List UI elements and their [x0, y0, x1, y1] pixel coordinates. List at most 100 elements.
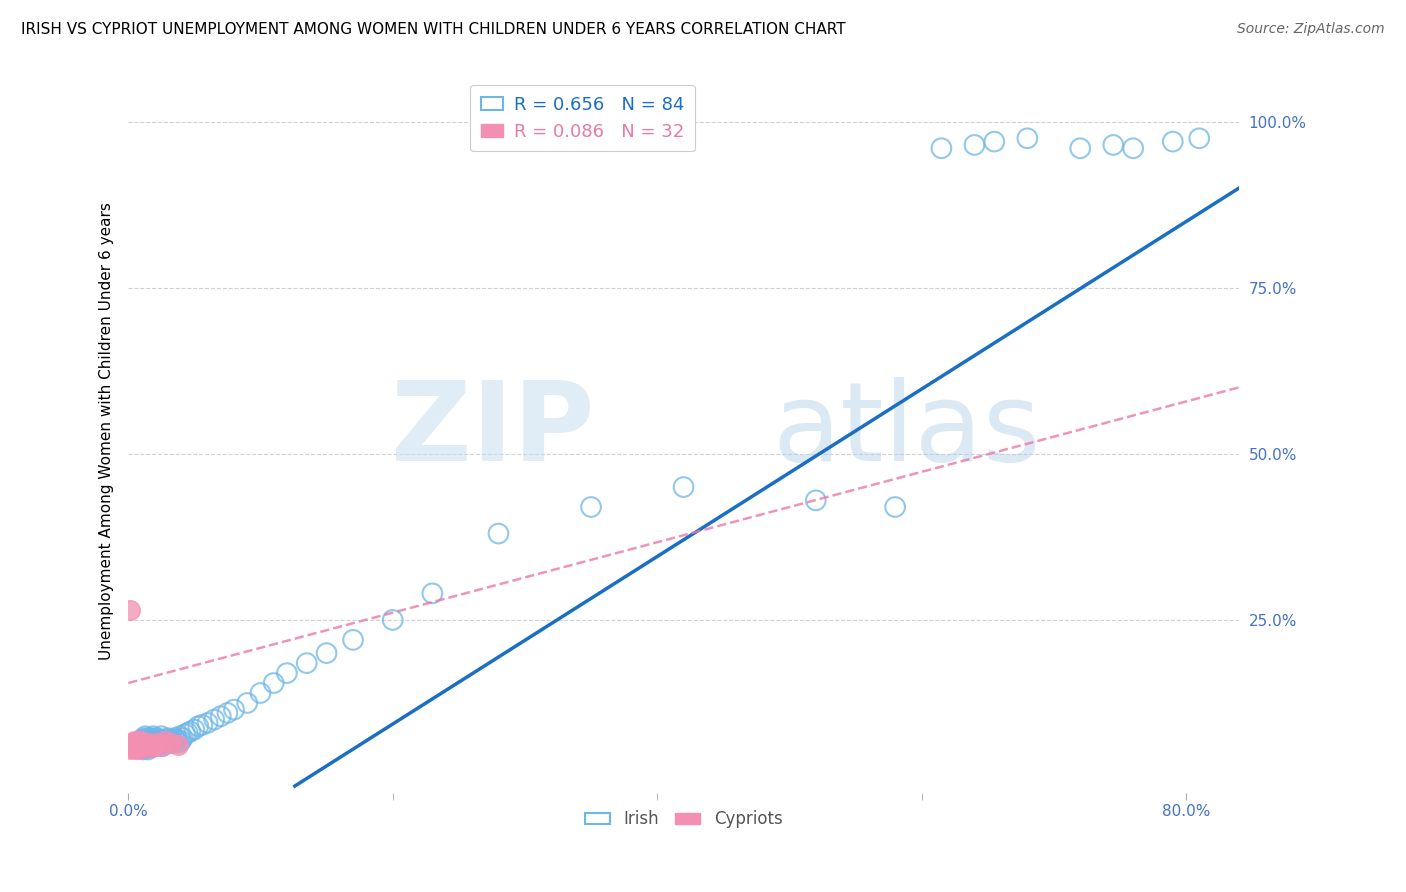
Point: [124, 742, 146, 756]
Point: [138, 732, 160, 747]
Point: [136, 739, 159, 753]
Point: [134, 736, 156, 750]
Point: [963, 137, 986, 152]
Point: [122, 734, 145, 748]
Point: [135, 734, 157, 748]
Point: [139, 736, 162, 750]
Point: [132, 742, 155, 756]
Point: [135, 740, 157, 755]
Point: [131, 739, 153, 753]
Text: IRISH VS CYPRIOT UNEMPLOYMENT AMONG WOMEN WITH CHILDREN UNDER 6 YEARS CORRELATIO: IRISH VS CYPRIOT UNEMPLOYMENT AMONG WOME…: [21, 22, 846, 37]
Point: [143, 736, 166, 750]
Point: [121, 736, 143, 750]
Point: [1188, 131, 1211, 145]
Point: [884, 500, 907, 514]
Point: [236, 696, 259, 710]
Point: [148, 732, 170, 747]
Point: [1069, 141, 1091, 155]
Point: [187, 719, 209, 733]
Point: [163, 731, 186, 746]
Point: [138, 739, 160, 753]
Point: [183, 723, 205, 737]
Point: [124, 738, 146, 752]
Point: [134, 740, 156, 755]
Point: [159, 736, 181, 750]
Point: [202, 713, 225, 727]
Point: [128, 742, 150, 756]
Text: ZIP: ZIP: [391, 377, 595, 484]
Point: [129, 736, 152, 750]
Point: [143, 732, 166, 747]
Point: [146, 738, 169, 752]
Point: [150, 739, 173, 753]
Point: [191, 718, 214, 732]
Point: [125, 736, 148, 750]
Point: [128, 739, 150, 753]
Point: [157, 736, 180, 750]
Point: [148, 736, 170, 750]
Point: [159, 734, 181, 748]
Point: [169, 729, 191, 743]
Point: [177, 726, 200, 740]
Point: [1102, 137, 1125, 152]
Point: [142, 739, 165, 753]
Point: [143, 738, 166, 752]
Point: [129, 736, 152, 750]
Point: [160, 732, 183, 747]
Point: [488, 526, 510, 541]
Point: [127, 734, 149, 748]
Point: [931, 141, 953, 155]
Point: [134, 736, 156, 750]
Text: atlas: atlas: [772, 377, 1040, 484]
Point: [342, 632, 364, 647]
Point: [120, 739, 142, 753]
Point: [136, 731, 159, 746]
Point: [315, 646, 337, 660]
Text: Source: ZipAtlas.com: Source: ZipAtlas.com: [1237, 22, 1385, 37]
Point: [381, 613, 404, 627]
Point: [155, 732, 177, 747]
Point: [125, 740, 148, 755]
Point: [134, 729, 156, 743]
Point: [222, 703, 245, 717]
Point: [141, 734, 163, 748]
Point: [138, 736, 160, 750]
Point: [150, 729, 173, 743]
Point: [122, 739, 145, 753]
Point: [142, 729, 165, 743]
Point: [804, 493, 827, 508]
Point: [153, 736, 176, 750]
Point: [146, 736, 169, 750]
Point: [197, 715, 219, 730]
Point: [1017, 131, 1039, 145]
Point: [217, 706, 239, 720]
Point: [136, 738, 159, 752]
Point: [129, 740, 152, 755]
Point: [132, 738, 155, 752]
Point: [179, 724, 201, 739]
Point: [155, 734, 177, 748]
Point: [128, 738, 150, 752]
Point: [165, 734, 187, 748]
Point: [174, 727, 197, 741]
Point: [131, 740, 153, 755]
Point: [152, 739, 174, 753]
Point: [170, 734, 193, 748]
Point: [139, 740, 162, 755]
Point: [132, 734, 155, 748]
Point: [295, 656, 318, 670]
Point: [145, 734, 167, 748]
Point: [145, 739, 167, 753]
Point: [141, 731, 163, 746]
Point: [134, 731, 156, 746]
Point: [167, 736, 190, 750]
Y-axis label: Unemployment Among Women with Children Under 6 years: Unemployment Among Women with Children U…: [100, 202, 114, 659]
Point: [127, 739, 149, 753]
Point: [167, 738, 190, 752]
Point: [141, 740, 163, 755]
Point: [983, 135, 1005, 149]
Point: [1161, 135, 1184, 149]
Point: [118, 742, 141, 756]
Point: [249, 686, 271, 700]
Point: [209, 709, 232, 723]
